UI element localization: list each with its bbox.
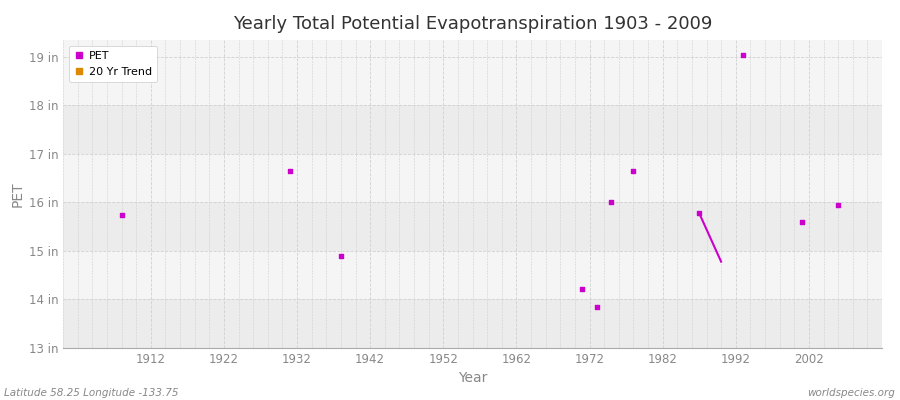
Point [795, 219, 809, 225]
Point [604, 198, 618, 205]
Point [114, 212, 129, 218]
Point [692, 210, 706, 216]
Point [334, 253, 348, 259]
Title: Yearly Total Potential Evapotranspiration 1903 - 2009: Yearly Total Potential Evapotranspiratio… [233, 15, 712, 33]
Text: Latitude 58.25 Longitude -133.75: Latitude 58.25 Longitude -133.75 [4, 388, 179, 398]
Point [575, 286, 590, 292]
Point [590, 304, 604, 310]
Y-axis label: PET: PET [10, 181, 24, 207]
Bar [63, 300, 882, 348]
Bar [63, 251, 882, 300]
Bar [63, 57, 882, 106]
Bar [63, 154, 882, 202]
X-axis label: Year: Year [458, 372, 487, 386]
Text: worldspecies.org: worldspecies.org [807, 388, 896, 398]
Point [283, 168, 297, 174]
Point [831, 202, 845, 208]
Legend: PET, 20 Yr Trend: PET, 20 Yr Trend [68, 46, 158, 82]
Bar [63, 106, 882, 154]
Point [626, 168, 641, 174]
Bar [63, 202, 882, 251]
Point [736, 51, 751, 58]
